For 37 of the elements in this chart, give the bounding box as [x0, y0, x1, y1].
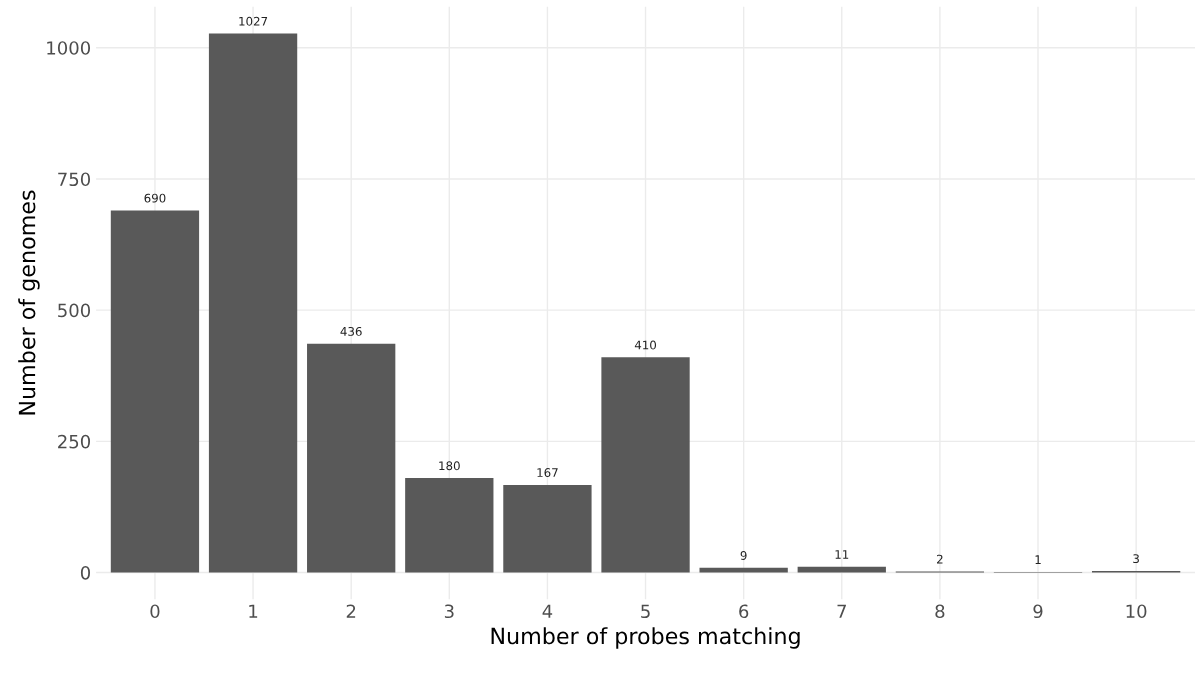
bar — [405, 478, 494, 573]
x-tick-label: 7 — [837, 604, 846, 618]
x-tick-label: 9 — [1033, 604, 1043, 619]
x-tick-label: 1 — [249, 604, 258, 618]
bar — [307, 343, 396, 573]
y-tick-label: 0 — [80, 565, 91, 580]
data-label: 3 — [1133, 554, 1139, 564]
data-label: 1 — [1035, 555, 1041, 564]
data-label: 180 — [439, 461, 460, 471]
y-tick-label: 500 — [58, 303, 91, 318]
x-tick-label: 10 — [1126, 604, 1147, 619]
x-tick-label: 3 — [444, 604, 454, 619]
x-tick-label: 2 — [346, 604, 356, 618]
y-tick-label: 750 — [58, 172, 91, 187]
data-label: 2 — [937, 554, 943, 564]
x-tick-label: 0 — [150, 604, 160, 619]
x-tick-label: 8 — [935, 604, 945, 619]
x-tick-label: 6 — [739, 604, 749, 619]
bar — [601, 357, 690, 573]
data-label: 690 — [144, 193, 166, 203]
data-label: 410 — [634, 340, 657, 350]
bar — [208, 33, 298, 573]
y-axis-title: Number of genomes — [18, 190, 40, 415]
bar — [503, 484, 592, 573]
bar — [110, 210, 200, 573]
x-axis-title: Number of probes matching — [491, 627, 800, 649]
data-label: 436 — [340, 326, 362, 336]
y-tick-label: 250 — [58, 434, 91, 449]
y-tick-label: 1000 — [47, 41, 91, 55]
bar — [797, 566, 886, 573]
data-label: 9 — [740, 551, 747, 560]
x-tick-label: 4 — [542, 604, 553, 618]
data-label: 11 — [835, 550, 849, 559]
x-tick-label: 5 — [641, 604, 650, 619]
bar — [699, 567, 788, 573]
data-label: 167 — [537, 468, 558, 478]
data-label: 1027 — [239, 16, 268, 26]
